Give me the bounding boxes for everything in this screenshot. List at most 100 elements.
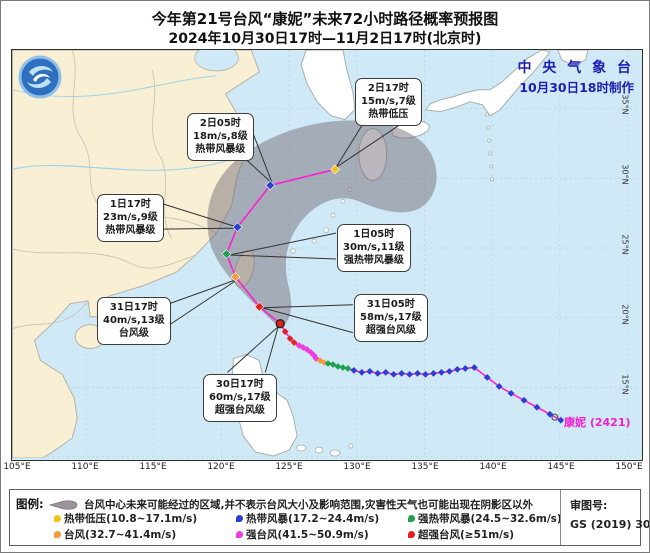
lat-axis-label: 30°N (620, 164, 630, 185)
forecast-point (230, 271, 241, 282)
lon-axis-label: 110°E (71, 462, 99, 472)
lon-axis-label: 150°E (615, 462, 643, 472)
lon-axis-label: 135°E (411, 462, 439, 472)
observed-point (533, 403, 541, 411)
agency-issue-time: 10月30日18时制作 (519, 80, 634, 95)
callout-text: 30日17时 (215, 379, 264, 390)
callout-text: 热带低压 (368, 109, 409, 121)
observed-point (520, 396, 528, 404)
lat-axis-label: 20°N (620, 304, 630, 325)
legend-box: 图例: 台风中心未来可能经过的区域,并不表示台风大小及影响范围,灾害性天气也可能… (9, 489, 649, 546)
lon-axis-label: 140°E (479, 462, 507, 472)
korea-peninsula (300, 50, 356, 121)
review-label: 审图号: (570, 499, 608, 512)
legend-category-marker (54, 515, 61, 522)
legend-category-marker (236, 531, 243, 538)
callout-text: 台风级 (118, 328, 149, 340)
callout-text: 18m/s,8级 (193, 131, 248, 143)
callout-leader-lines (160, 117, 411, 373)
forecast-point (221, 249, 232, 259)
callout-text: 31日05时 (366, 299, 415, 310)
legend-divider (560, 490, 561, 545)
lon-axis-label: 105°E (3, 462, 31, 472)
observed-point (406, 371, 413, 378)
forecast-point (330, 164, 340, 175)
callout-text: 超强台风级 (214, 405, 265, 417)
callout-text: 15m/s,7级 (361, 96, 416, 108)
lon-axis-label: 145°E (547, 462, 575, 472)
issuing-agency: 中 央 气 象 台 10月30日18时制作 (518, 57, 635, 96)
callout-text: 40m/s,13级 (103, 315, 165, 327)
bohai-sea (194, 50, 239, 72)
lat-axis-label: 25°N (620, 234, 630, 255)
typhoon-tracks (221, 164, 565, 424)
lat-axis-label: 15°N (620, 374, 630, 395)
storm-name-label: 康妮 (2421) (564, 416, 631, 429)
map-canvas (12, 50, 640, 458)
legend-item: 热带低压(10.8~17.1m/s) (54, 511, 197, 526)
lon-axis-label: 120°E (207, 462, 235, 472)
forecast-callout-p0: 30日17时 60m/s,17级 超强台风级 (203, 374, 277, 422)
lon-axis-label: 130°E (343, 462, 371, 472)
callout-text: 58m/s,17级 (360, 312, 422, 324)
forecast-callout-p6: 2日17时 15m/s,7级 热带低压 (355, 78, 422, 126)
legend-category-marker (54, 531, 61, 538)
legend-category-marker (236, 515, 243, 522)
forecast-point (254, 301, 265, 312)
legend-item: 热带风暴(17.2~24.4m/s) (236, 511, 379, 526)
lon-axis-label: 125°E (275, 462, 303, 472)
kyushu-island (358, 128, 388, 181)
callout-text: 超强台风级 (365, 325, 416, 337)
legend-category-label: 超强台风(≥51m/s) (418, 529, 515, 541)
legend-category-label: 热带低压(10.8~17.1m/s) (64, 513, 198, 525)
page-title: 今年第21号台风“康妮”未来72小时路径概率预报图 (151, 10, 499, 28)
legend-category-label: 强热带风暴(24.5~32.6m/s) (418, 513, 562, 525)
observed-point (390, 371, 398, 378)
forecast-callout-p4: 1日17时 23m/s,9级 热带风暴级 (97, 194, 164, 242)
forecast-callout-p2: 31日17时 40m/s,13级 台风级 (97, 297, 171, 345)
observed-point (290, 339, 298, 346)
callout-text: 热带风暴级 (195, 144, 246, 156)
ryukyu-islands (261, 186, 353, 259)
observed-point (329, 361, 337, 368)
forecast-callout-p1: 31日05时 58m/s,17级 超强台风级 (354, 294, 428, 342)
honshu-island (424, 50, 551, 117)
legend-category-marker (408, 531, 415, 538)
typhoon-track-map: 中 央 气 象 台 10月30日18时制作 康妮 (2421) 30日17时 60… (11, 49, 643, 461)
map-review-number: 审图号: GS (2019) 3082号 (570, 497, 649, 534)
callout-text: 热带风暴级 (105, 225, 156, 237)
legend-item: 台风(32.7~41.4m/s) (54, 527, 176, 542)
yangtze-river (12, 152, 248, 171)
observed-point (461, 365, 469, 372)
philippine-islands (295, 443, 354, 457)
observed-point (344, 365, 352, 372)
forecast-probability-cone (207, 120, 437, 327)
forecast-point (265, 180, 276, 191)
lat-axis-label: 35°N (620, 94, 630, 115)
callout-text: 强热带风暴级 (343, 255, 404, 267)
legend-item: 强热带风暴(24.5~32.6m/s) (408, 511, 562, 526)
callout-text: 2日05时 (199, 118, 241, 129)
callout-text: 31日17时 (109, 302, 158, 313)
agency-name: 中 央 气 象 台 (517, 60, 634, 76)
lon-axis-label: 115°E (139, 462, 167, 472)
observed-point (507, 389, 515, 397)
izu-islands (485, 112, 495, 182)
legend-item: 强台风(41.5~50.9m/s) (236, 527, 369, 542)
cone-legend-note: 台风中心未来可能经过的区域,并不表示台风大小及影响范围,灾害性天气也可能出现在阴… (84, 499, 533, 511)
observed-track-line (279, 323, 562, 421)
observed-point (303, 346, 311, 353)
legend-category-label: 台风(32.7~41.4m/s) (64, 529, 177, 541)
forecast-point (232, 222, 243, 233)
observed-point (286, 335, 294, 342)
page-subtitle: 2024年10月30日17时—11月2日17时(北京时) (168, 31, 482, 47)
cma-logo (18, 55, 62, 99)
callout-text: 1日05时 (353, 229, 395, 240)
callout-text: 2日17时 (367, 83, 409, 94)
cone-legend-icon (48, 500, 78, 510)
forecast-callout-p3: 1日05时 30m/s,11级 强热带风暴级 (337, 224, 411, 272)
legend-item: 超强台风(≥51m/s) (408, 527, 514, 542)
callout-text: 23m/s,9级 (103, 212, 158, 224)
callout-text: 30m/s,11级 (343, 242, 405, 254)
